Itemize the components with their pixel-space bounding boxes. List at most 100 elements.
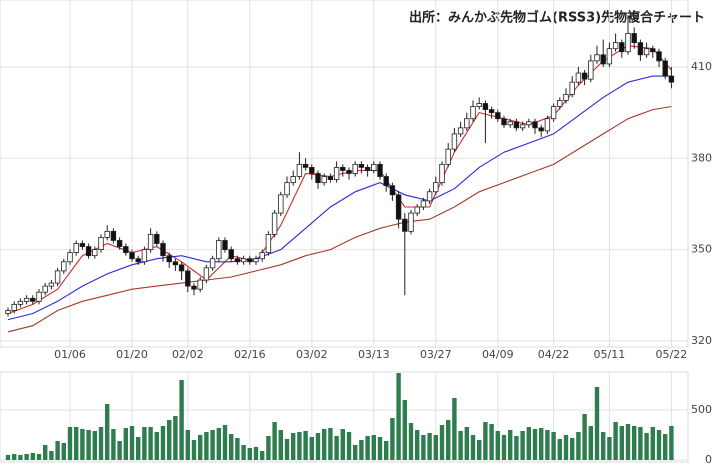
volume-bar	[644, 433, 649, 460]
volume-bar	[365, 436, 370, 460]
candle-body	[259, 252, 265, 260]
volume-bar	[446, 420, 451, 460]
candle-body	[377, 163, 383, 177]
volume-bar	[30, 453, 35, 460]
volume-bar	[601, 432, 606, 460]
candle-body	[85, 246, 92, 257]
y-tick-label: 0	[705, 453, 712, 466]
candle-body	[544, 118, 551, 132]
candle-body	[296, 163, 303, 177]
candle-body	[563, 93, 569, 101]
volume-bar	[340, 429, 345, 460]
candle-body	[637, 42, 644, 56]
volume-bar	[371, 435, 376, 460]
volume-bar	[402, 400, 407, 460]
volume-bar	[396, 373, 401, 460]
candle-body	[203, 267, 210, 281]
volume-bar	[638, 427, 643, 460]
candle-body	[116, 240, 123, 247]
candle-body	[445, 148, 451, 165]
volume-bar	[570, 438, 575, 460]
volume-bar	[253, 447, 259, 460]
volume-bar	[532, 429, 538, 460]
candle-body	[513, 121, 520, 129]
candle-body	[439, 163, 445, 184]
candle-body	[309, 167, 315, 174]
x-tick-label: 02/16	[234, 348, 266, 361]
candle-body	[209, 258, 216, 269]
volume-bar	[105, 404, 110, 460]
candle-body	[519, 124, 526, 129]
x-tick-label: 05/22	[656, 348, 688, 361]
candle-body	[240, 258, 247, 263]
volume-bar	[359, 440, 364, 460]
volume-bar	[346, 432, 352, 460]
candle-body	[352, 163, 358, 174]
volume-bar	[74, 427, 79, 460]
volume-bar	[222, 425, 228, 460]
candle-body	[172, 261, 179, 266]
volume-bar	[520, 431, 525, 460]
candle-body	[588, 60, 594, 80]
volume-bar	[241, 445, 246, 460]
x-tick-label: 05/11	[594, 348, 626, 361]
marks	[5, 15, 675, 460]
candle-body	[178, 264, 185, 272]
y-tick-label: 380	[691, 151, 712, 164]
volume-bar	[173, 416, 178, 460]
volume-bar	[43, 445, 48, 460]
volume-bar	[557, 439, 562, 460]
candle-body	[61, 261, 67, 272]
volume-bar	[129, 426, 135, 460]
volume-bar	[179, 380, 184, 460]
volume-bar	[278, 430, 283, 460]
candle-body	[284, 182, 290, 196]
candle-body	[364, 167, 371, 171]
volume-bar	[334, 436, 339, 460]
candle-body	[612, 42, 619, 50]
candle-body	[495, 112, 501, 120]
volume-bar	[613, 422, 618, 460]
candle-body	[550, 106, 557, 120]
volume-bar	[67, 427, 73, 460]
volume-bar	[216, 428, 221, 460]
candle-body	[395, 194, 402, 220]
volume-bar	[198, 435, 203, 460]
candle-body	[321, 176, 327, 184]
candle-body	[346, 170, 352, 174]
candle-body	[619, 42, 625, 53]
volume-bar	[632, 426, 637, 460]
volume-bar	[328, 428, 333, 460]
volume-bar	[582, 414, 587, 460]
volume-bar	[576, 432, 581, 460]
candle-body	[420, 200, 427, 208]
volume-bar	[309, 437, 314, 460]
volume-bar	[12, 454, 17, 460]
volume-bar	[470, 435, 476, 460]
volume-frame	[0, 371, 689, 463]
candle-body	[265, 233, 272, 254]
y-tick-label: 410	[691, 60, 712, 73]
volume-bar	[266, 436, 271, 460]
candle-body	[17, 300, 24, 305]
moving-average-line	[7, 105, 672, 333]
candle-body	[389, 185, 396, 196]
volume-bar	[284, 439, 290, 460]
x-tick-label: 04/22	[538, 348, 570, 361]
volume-bar	[377, 437, 383, 460]
candle-body	[228, 249, 234, 260]
volume-bar	[594, 387, 600, 460]
candle-body	[414, 206, 420, 214]
volume-bar	[433, 435, 438, 460]
volume-bar	[656, 430, 662, 460]
volume-bar	[36, 454, 42, 460]
candle-body	[141, 249, 148, 263]
candle-body	[234, 258, 241, 263]
candle-body	[92, 249, 98, 257]
volume-bar	[191, 440, 197, 460]
candle-body	[371, 163, 377, 171]
candle-body	[98, 237, 104, 250]
volume-bar	[86, 430, 91, 460]
candle-body	[166, 255, 172, 263]
candle-body	[464, 118, 470, 129]
